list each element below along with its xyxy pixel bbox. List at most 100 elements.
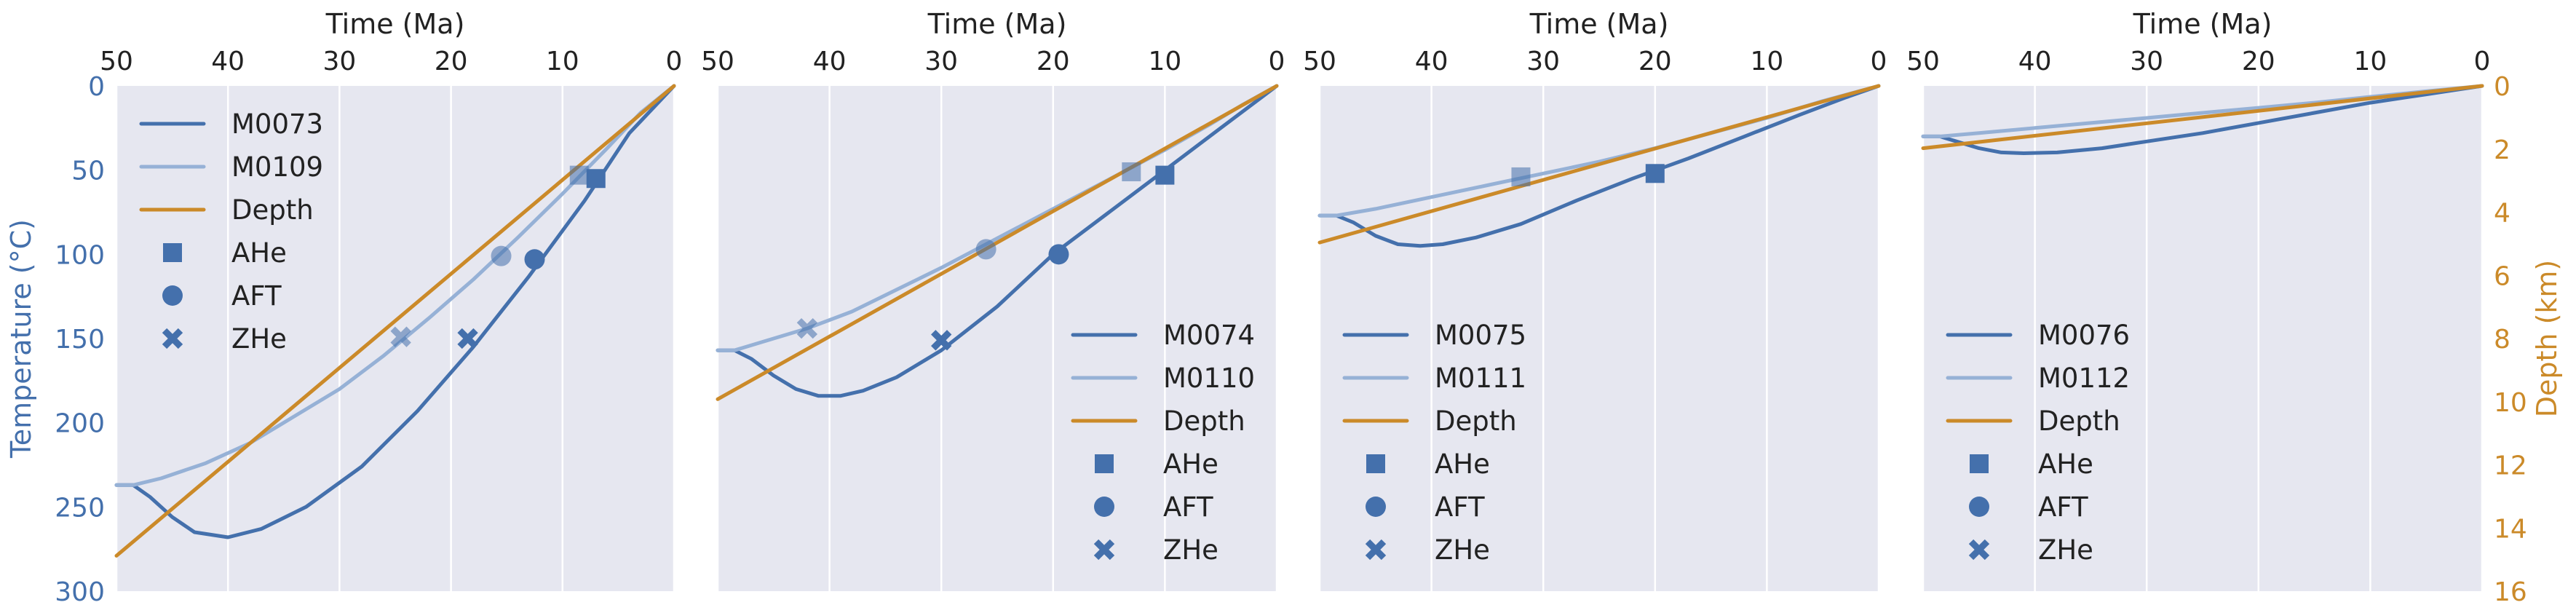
legend: M0073 M0109 Depth AHe AFT ZHe bbox=[139, 108, 323, 355]
legend-label: Depth bbox=[2038, 406, 2120, 437]
legend-swatch-marker bbox=[1365, 539, 1387, 561]
x-tick-label: 10 bbox=[1750, 47, 1783, 76]
x-tick-label: 50 bbox=[1303, 47, 1336, 76]
legend-swatch-marker bbox=[1969, 497, 1989, 517]
chart-panel-4: 50 40 30 20 10 0 Time (Ma) 0 2 4 6 8 10 12 14 16 Depth (… bbox=[1906, 8, 2563, 607]
legend-label: M0073 bbox=[231, 108, 323, 140]
x-tick-label: 30 bbox=[924, 47, 958, 76]
x-tick-label: 50 bbox=[1906, 47, 1940, 76]
chart-panel-3: 50 40 30 20 10 0 Time (Ma) M0075 M0111 Depth AHe AF… bbox=[1303, 8, 1887, 591]
x-tick-label: 20 bbox=[1037, 47, 1070, 76]
x-tick-label: 20 bbox=[1638, 47, 1672, 76]
legend: M0076 M0112 Depth AHe AFT ZHe bbox=[1946, 320, 2130, 566]
legend-swatch-marker bbox=[1968, 539, 1990, 561]
legend-label: ZHe bbox=[231, 323, 287, 355]
x-tick-label: 20 bbox=[2242, 47, 2275, 76]
y-tick-label: 100 bbox=[55, 240, 105, 270]
y2-axis-title: Depth (km) bbox=[2531, 260, 2563, 418]
legend-label: Depth bbox=[1163, 406, 1245, 437]
legend-label: AFT bbox=[1435, 491, 1485, 523]
x-tick-label: 0 bbox=[1871, 47, 1887, 76]
x-tick-label: 30 bbox=[1526, 47, 1560, 76]
x-tick-label: 0 bbox=[1269, 47, 1285, 76]
legend-swatch-marker bbox=[162, 285, 183, 306]
legend: M0074 M0110 Depth AHe AFT ZHe bbox=[1071, 320, 1255, 566]
marker-zhe bbox=[931, 330, 952, 351]
marker-ahe bbox=[1511, 167, 1531, 186]
marker-ahe bbox=[1155, 165, 1175, 185]
legend-label: M0112 bbox=[2038, 363, 2130, 394]
marker-ahe bbox=[586, 169, 606, 189]
legend-label: ZHe bbox=[2038, 534, 2093, 566]
legend-label: M0110 bbox=[1163, 363, 1255, 394]
y-tick-label: 0 bbox=[88, 72, 105, 102]
y2-tick-label: 16 bbox=[2494, 577, 2527, 607]
y-tick-label: 200 bbox=[55, 409, 105, 439]
plot-area bbox=[1320, 86, 1879, 591]
plot-area bbox=[718, 86, 1277, 591]
y2-tick-label: 2 bbox=[2494, 135, 2510, 165]
marker-aft bbox=[1048, 244, 1069, 265]
x-tick-label: 40 bbox=[2018, 47, 2052, 76]
x-axis-title: Time (Ma) bbox=[927, 8, 1067, 40]
x-axis-title: Time (Ma) bbox=[1529, 8, 1669, 40]
y2-tick-label: 0 bbox=[2494, 72, 2510, 102]
marker-zhe bbox=[796, 317, 818, 339]
legend-swatch-marker bbox=[162, 328, 183, 349]
series-line-depth bbox=[716, 84, 1279, 401]
y2-tick-label: 10 bbox=[2494, 388, 2527, 418]
y-tick-label: 250 bbox=[55, 493, 105, 523]
x-tick-label: 30 bbox=[322, 47, 356, 76]
legend-label: M0074 bbox=[1163, 320, 1255, 351]
legend-swatch-marker bbox=[1095, 454, 1114, 473]
marker-zhe bbox=[390, 326, 411, 347]
x-axis-title: Time (Ma) bbox=[2133, 8, 2272, 40]
y-tick-label: 50 bbox=[71, 157, 105, 186]
series-line-m0073 bbox=[114, 84, 676, 539]
x-tick-label: 50 bbox=[701, 47, 734, 76]
x-tick-label: 50 bbox=[100, 47, 133, 76]
x-tick-label: 10 bbox=[1148, 47, 1181, 76]
legend-label: AHe bbox=[1163, 448, 1218, 480]
x-tick-label: 0 bbox=[2474, 47, 2491, 76]
marker-zhe bbox=[457, 328, 478, 349]
legend-label: M0109 bbox=[231, 151, 323, 183]
legend-label: M0076 bbox=[2038, 320, 2130, 351]
y-axis-title: Temperature (°C) bbox=[5, 219, 37, 459]
legend-label: Depth bbox=[231, 194, 314, 226]
series-line-m0074 bbox=[716, 84, 1279, 398]
x-tick-label: 40 bbox=[1415, 47, 1448, 76]
marker-aft bbox=[491, 245, 512, 266]
y-tick-label: 300 bbox=[55, 577, 105, 607]
y2-tick-label: 4 bbox=[2494, 199, 2510, 229]
y-tick-label: 150 bbox=[55, 325, 105, 355]
legend-swatch-marker bbox=[1094, 497, 1114, 517]
y2-tick-label: 8 bbox=[2494, 325, 2510, 355]
x-tick-label: 40 bbox=[211, 47, 245, 76]
plot-area bbox=[1923, 86, 2482, 591]
x-tick-label: 40 bbox=[813, 47, 847, 76]
series-line-depth bbox=[114, 84, 676, 558]
legend-swatch-marker bbox=[1970, 454, 1989, 473]
x-axis-title: Time (Ma) bbox=[325, 8, 465, 40]
legend-label: AFT bbox=[2038, 491, 2088, 523]
x-tick-label: 20 bbox=[435, 47, 468, 76]
legend-label: Depth bbox=[1435, 406, 1517, 437]
legend-label: M0111 bbox=[1435, 363, 1526, 394]
legend-label: M0075 bbox=[1435, 320, 1526, 351]
x-tick-label: 10 bbox=[546, 47, 579, 76]
chart-panel-2: 50 40 30 20 10 0 Time (Ma) M0074 M0110 Depth AHe AF… bbox=[701, 8, 1285, 591]
marker-aft bbox=[524, 249, 545, 270]
legend-label: AHe bbox=[1435, 448, 1490, 480]
y2-tick-label: 12 bbox=[2494, 451, 2527, 481]
legend-label: ZHe bbox=[1435, 534, 1490, 566]
series-line-depth bbox=[1317, 84, 1881, 245]
legend-label: AHe bbox=[2038, 448, 2093, 480]
legend-label: AHe bbox=[231, 237, 287, 269]
legend-swatch-marker bbox=[163, 243, 182, 262]
legend-label: ZHe bbox=[1163, 534, 1218, 566]
legend-label: AFT bbox=[1163, 491, 1213, 523]
y2-tick-label: 14 bbox=[2494, 514, 2527, 544]
